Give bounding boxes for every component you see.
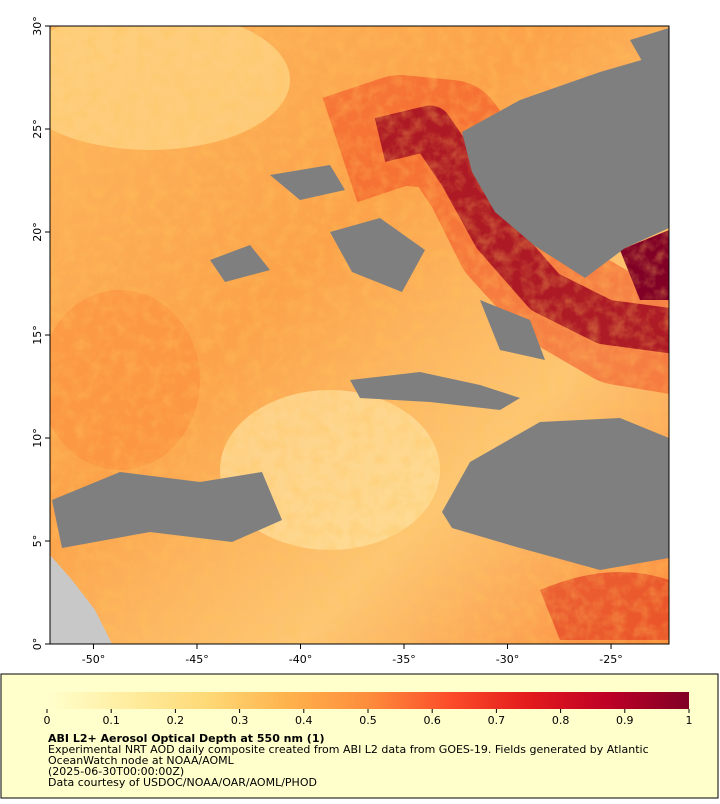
colorbar-tick-label: 0.3	[231, 714, 249, 727]
colorbar-tick-label: 0.7	[488, 714, 506, 727]
colorbar-tick-label: 0.6	[423, 714, 441, 727]
y-tick-label: 15°	[31, 325, 44, 345]
colorbar-tick-label: 0	[44, 714, 51, 727]
caption-line: OceanWatch node at NOAA/AOML	[48, 754, 235, 767]
x-tick-label: -40°	[289, 653, 312, 666]
colorbar-tick-label: 1	[686, 714, 693, 727]
y-tick-label: 5°	[31, 535, 44, 548]
x-tick-label: -50°	[82, 653, 105, 666]
x-tick-label: -30°	[496, 653, 519, 666]
colorbar-ticks: 0 0.1 0.2 0.3 0.4 0.5 0.6 0.7 0.8 0.9 1	[44, 709, 693, 727]
caption-line: Experimental NRT AOD daily composite cre…	[48, 743, 649, 756]
y-tick-label: 25°	[31, 119, 44, 139]
colorbar-tick-label: 0.8	[552, 714, 570, 727]
colorbar-tick-label: 0.2	[167, 714, 185, 727]
colorbar-tick-label: 0.9	[616, 714, 634, 727]
x-tick-label: -25°	[599, 653, 622, 666]
caption-line: Data courtesy of USDOC/NOAA/OAR/AOML/PHO…	[48, 776, 317, 789]
x-tick-label: -35°	[392, 653, 415, 666]
colorbar	[47, 692, 689, 709]
x-tick-label: -45°	[185, 653, 208, 666]
y-tick-label: 20°	[31, 222, 44, 242]
y-tick-label: 10°	[31, 428, 44, 448]
colorbar-tick-label: 0.1	[102, 714, 120, 727]
colorbar-tick-label: 0.4	[295, 714, 313, 727]
axis-ticks: -50° -45° -40° -35° -30° -25° 0° 5° 10° 15° 20° 25°…	[31, 16, 623, 666]
colorbar-tick-label: 0.5	[359, 714, 377, 727]
map-raster	[50, 26, 669, 644]
y-tick-label: 30°	[31, 16, 44, 36]
y-tick-label: 0°	[31, 638, 44, 651]
caption-line: (2025-06-30T00:00:00Z)	[48, 765, 184, 778]
caption-title: ABI L2+ Aerosol Optical Depth at 550 nm …	[48, 732, 325, 745]
